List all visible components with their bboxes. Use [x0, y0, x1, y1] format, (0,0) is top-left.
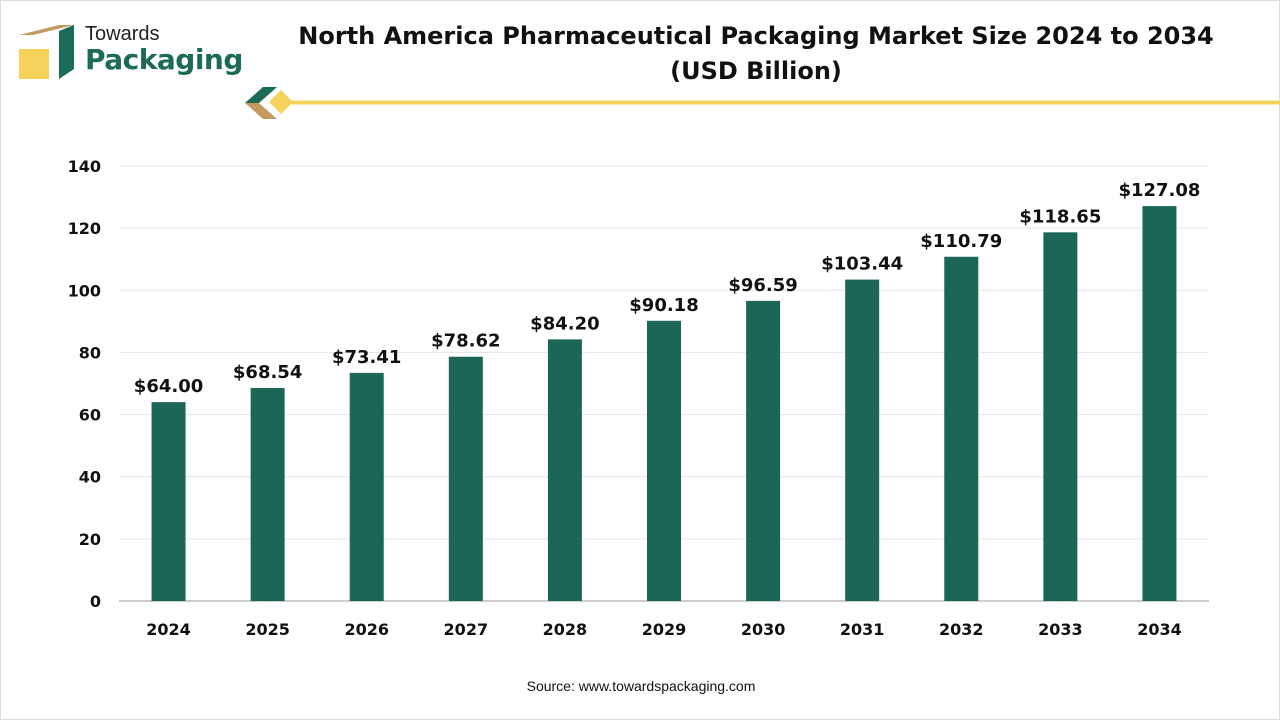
y-tick-label: 40 — [79, 468, 101, 487]
x-tick-label: 2033 — [1038, 620, 1083, 639]
data-label-2028: $84.20 — [530, 313, 599, 334]
bar-2024 — [151, 402, 186, 601]
data-label-2034: $127.08 — [1118, 180, 1200, 201]
x-tick-label: 2028 — [543, 620, 588, 639]
bar-2026 — [349, 372, 384, 601]
data-label-2026: $73.41 — [332, 347, 401, 368]
data-label-2030: $96.59 — [728, 275, 797, 296]
chart-title-line-1: North America Pharmaceutical Packaging M… — [298, 22, 1214, 50]
y-tick-label: 20 — [79, 530, 101, 549]
x-tick-label: 2026 — [344, 620, 389, 639]
x-tick-label: 2025 — [245, 620, 290, 639]
x-tick-label: 2034 — [1137, 620, 1182, 639]
chart-title: North America Pharmaceutical Packaging M… — [261, 19, 1251, 89]
bar-2025 — [250, 388, 285, 601]
bar-2031 — [845, 279, 880, 601]
x-tick-label: 2024 — [146, 620, 191, 639]
source-note: Source: www.towardspackaging.com — [526, 678, 756, 694]
towards-packaging-logo — [19, 25, 74, 79]
y-tick-label: 140 — [68, 157, 101, 176]
data-label-2031: $103.44 — [821, 254, 903, 275]
bar-2029 — [647, 320, 681, 601]
bar-2027 — [448, 356, 483, 601]
y-tick-label: 0 — [90, 592, 101, 611]
bar-2033 — [1043, 232, 1078, 601]
y-tick-label: 80 — [79, 343, 101, 362]
y-tick-label: 60 — [79, 406, 101, 425]
logo-text-packaging: Packaging — [85, 43, 243, 76]
x-tick-label: 2027 — [444, 620, 489, 639]
data-label-2025: $68.54 — [233, 362, 302, 383]
x-tick-label: 2031 — [840, 620, 885, 639]
title-divider — [245, 87, 1280, 119]
data-label-2029: $90.18 — [629, 295, 698, 316]
bar-2030 — [746, 300, 781, 601]
logo-text-towards: Towards — [85, 23, 160, 45]
y-tick-label: 100 — [68, 281, 101, 300]
bar-2028 — [547, 339, 582, 601]
data-label-2024: $64.00 — [134, 376, 203, 397]
chart-title-line-2: (USD Billion) — [670, 57, 842, 85]
data-label-2033: $118.65 — [1019, 206, 1101, 227]
data-label-2027: $78.62 — [431, 331, 500, 352]
y-tick-label: 120 — [68, 219, 101, 238]
x-tick-label: 2030 — [741, 620, 786, 639]
data-label-2032: $110.79 — [920, 231, 1002, 252]
x-tick-label: 2032 — [939, 620, 984, 639]
x-tick-label: 2029 — [642, 620, 687, 639]
bar-2034 — [1142, 206, 1177, 601]
bar-2032 — [944, 256, 979, 601]
